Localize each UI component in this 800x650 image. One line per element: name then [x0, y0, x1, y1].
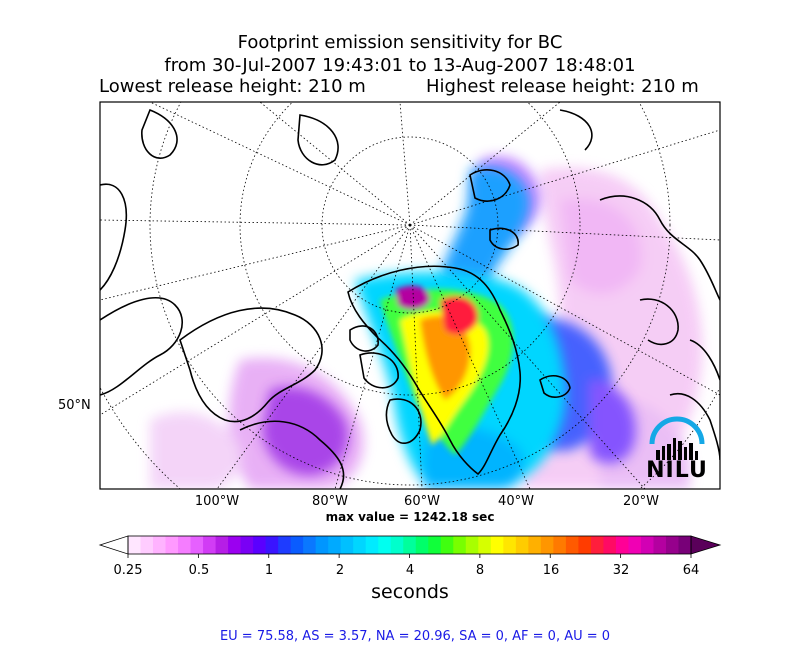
colorbar-segment — [128, 536, 142, 554]
colorbar-segment — [578, 536, 592, 554]
graticule — [100, 102, 720, 489]
colorbar-segment — [490, 536, 504, 554]
highest-release-height: Highest release height: 210 m — [426, 76, 699, 97]
lowest-release-height: Lowest release height: 210 m — [99, 76, 366, 97]
colorbar-segment — [378, 536, 392, 554]
colorbar-segment — [165, 536, 179, 554]
colorbar-segment — [665, 536, 680, 554]
colorbar-segment — [315, 536, 329, 554]
colorbar-segment — [328, 536, 342, 554]
colorbar-segment — [428, 536, 442, 554]
colorbar-over-arrow — [690, 535, 722, 555]
colorbar-segment — [140, 536, 154, 554]
nilu-logo-mark — [649, 416, 705, 460]
nilu-logo-text: NILU — [646, 458, 708, 483]
chart-title: Footprint emission sensitivity for BC — [237, 32, 563, 53]
colorbar-segment — [353, 536, 367, 554]
colorbar-segment — [303, 536, 317, 554]
colorbar-segment — [365, 536, 379, 554]
colorbar-tick-label: 0.25 — [113, 563, 143, 578]
colorbar-segment — [190, 536, 204, 554]
nilu-logo: NILU — [646, 414, 708, 484]
lon-label-20w: 20°W — [623, 494, 659, 509]
colorbar-segment — [478, 536, 492, 554]
colorbar-segment — [340, 536, 354, 554]
colorbar-segment — [240, 536, 254, 554]
colorbar-segment — [153, 536, 167, 554]
colorbar-segment — [178, 536, 192, 554]
colorbar-segment — [590, 536, 605, 554]
colorbar-segment — [640, 536, 655, 554]
colorbar-tick-label: 64 — [682, 563, 700, 578]
colorbar-segment — [565, 536, 579, 554]
colorbar-tick-label: 8 — [475, 563, 485, 578]
colorbar-segment — [628, 536, 642, 554]
colorbar-segment — [615, 536, 630, 554]
colorbar-segment — [515, 536, 529, 554]
coastlines — [100, 108, 720, 489]
colorbar-segment — [553, 536, 567, 554]
lon-label-100w: 100°W — [194, 494, 240, 509]
colorbar-segment — [403, 536, 417, 554]
lon-label-80w: 80°W — [312, 494, 348, 509]
colorbar-segment — [678, 536, 692, 554]
colorbar-segment — [453, 536, 467, 554]
colorbar-segment — [390, 536, 404, 554]
colorbar-segment — [265, 536, 279, 554]
colorbar-tick-label: 32 — [612, 563, 630, 578]
colorbar-tick-label: 2 — [335, 563, 345, 578]
colorbar-segment — [228, 536, 242, 554]
colorbar-segment — [440, 536, 454, 554]
colorbar-tick-label: 16 — [542, 563, 560, 578]
colorbar-segment — [290, 536, 304, 554]
region-fractions-footer: EU = 75.58, AS = 3.57, NA = 20.96, SA = … — [219, 629, 611, 644]
chart-subtitle: from 30-Jul-2007 19:43:01 to 13-Aug-2007… — [164, 55, 636, 76]
colorbar-segment — [215, 536, 229, 554]
colorbar-segment — [528, 536, 542, 554]
colorbar-segment — [465, 536, 479, 554]
colorbar-tick-label: 1 — [264, 563, 274, 578]
colorbar-label: seconds — [371, 581, 449, 603]
colorbar-segment — [653, 536, 667, 554]
map-frame — [99, 101, 721, 490]
colorbar-under-arrow — [98, 535, 129, 555]
max-value-label: max value = 1242.18 sec — [325, 510, 495, 524]
colorbar-segment — [415, 536, 429, 554]
colorbar-segment — [253, 536, 267, 554]
lon-label-40w: 40°W — [498, 494, 534, 509]
sensitivity-field — [150, 156, 703, 489]
colorbar-segment — [203, 536, 217, 554]
colorbar-tick-label: 4 — [405, 563, 415, 578]
colorbar-segment — [278, 536, 292, 554]
lat-label-50n: 50°N — [58, 398, 91, 413]
colorbar-segment — [540, 536, 554, 554]
colorbar-tick-label: 0.5 — [188, 563, 210, 578]
lon-label-60w: 60°W — [404, 494, 440, 509]
colorbar — [98, 535, 722, 558]
colorbar-segment — [503, 536, 517, 554]
colorbar-segment — [603, 536, 617, 554]
